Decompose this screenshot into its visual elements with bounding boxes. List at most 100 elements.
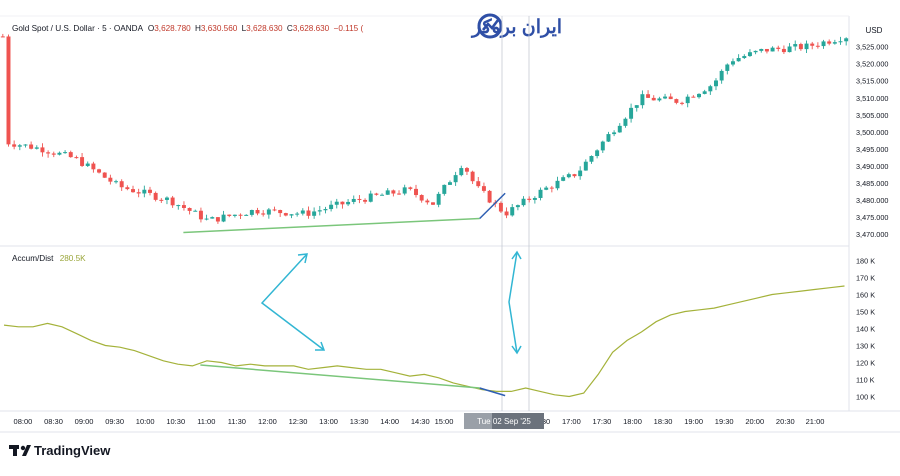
- candle: [527, 196, 532, 203]
- candle: [476, 176, 481, 188]
- candle: [114, 179, 119, 184]
- time-tick-label: 11:00: [197, 417, 215, 426]
- candle: [804, 40, 809, 53]
- candle: [657, 96, 662, 102]
- candle: [747, 49, 752, 57]
- candle: [74, 155, 79, 159]
- price-tick-label: 3,475.000: [856, 213, 888, 222]
- trend-lines[interactable]: [183, 192, 506, 397]
- support-trend-line-indicator[interactable]: [200, 364, 480, 389]
- candle: [266, 207, 271, 219]
- time-tick-label: 19:00: [684, 417, 703, 426]
- symbol-title: Gold Spot / U.S. Dollar · 5 · OANDA: [12, 24, 144, 33]
- indicator-value: 280.5K: [60, 254, 86, 263]
- candle: [368, 190, 373, 203]
- time-tick-label: 14:00: [380, 417, 399, 426]
- price-tick-label: 3,480.000: [856, 196, 888, 205]
- accum-dist-tick-label: 100 K: [856, 393, 875, 402]
- candle: [702, 89, 707, 95]
- candle: [753, 50, 758, 55]
- candle: [391, 189, 396, 197]
- time-tick-label: 12:00: [258, 417, 277, 426]
- candle: [46, 150, 51, 158]
- candle: [431, 202, 435, 206]
- candle: [374, 192, 379, 196]
- candle: [612, 130, 617, 137]
- price-tick-label: 3,490.000: [856, 162, 888, 171]
- candle: [815, 42, 820, 49]
- candle: [589, 155, 594, 164]
- time-tick-label: 09:30: [105, 417, 124, 426]
- candle: [108, 174, 113, 185]
- price-tick-label: 3,500.000: [856, 128, 888, 137]
- accum-dist-axis[interactable]: 180 K 170 K 160 K 150 K 140 K 130 K 120 K 110 K…: [856, 257, 875, 402]
- candle: [453, 171, 458, 186]
- time-tick-label: 10:30: [166, 417, 185, 426]
- accum-dist-series: [3, 285, 845, 398]
- candle: [283, 212, 288, 217]
- candle: [663, 93, 668, 100]
- price-tick-label: 3,505.000: [856, 111, 888, 120]
- time-tick-label: 13:30: [350, 417, 369, 426]
- candle: [725, 63, 730, 75]
- divergence-trend-line-indicator[interactable]: [479, 387, 506, 397]
- tradingview-brand[interactable]: TradingView: [9, 443, 111, 458]
- price-tick-label: 3,520.000: [856, 60, 888, 69]
- candle: [402, 184, 407, 196]
- indicator-legend: Accum/Dist 280.5K: [12, 254, 86, 263]
- candle: [549, 185, 554, 193]
- candle: [244, 214, 249, 216]
- support-trend-line-price[interactable]: [183, 217, 480, 234]
- price-tick-label: 3,485.000: [856, 179, 888, 188]
- candle: [306, 206, 311, 219]
- candle: [719, 69, 724, 84]
- divergence-trend-line-price[interactable]: [479, 192, 506, 220]
- time-tick-label: 09:00: [75, 417, 94, 426]
- currency-label[interactable]: USD: [866, 26, 883, 35]
- candle: [193, 209, 198, 212]
- broker-logo-text: ایران بروکر: [470, 17, 562, 38]
- annotation-arrows[interactable]: [260, 250, 522, 355]
- candle: [674, 98, 679, 105]
- candle: [470, 170, 475, 184]
- candle: [770, 46, 775, 52]
- candle: [651, 95, 656, 101]
- candle: [544, 185, 549, 191]
- candle: [617, 123, 622, 133]
- time-axis[interactable]: 08:00 08:30 09:00 09:30 10:00 10:30 11:00 11:30…: [14, 417, 825, 426]
- candle: [685, 94, 690, 108]
- accum-dist-tick-label: 130 K: [856, 342, 875, 351]
- price-axis[interactable]: 3,525.000 3,520.000 3,515.000 3,510.000 3,50…: [856, 43, 888, 240]
- candle: [340, 201, 345, 209]
- candle: [295, 211, 300, 217]
- time-tick-label: 18:30: [654, 417, 673, 426]
- candle: [447, 180, 452, 186]
- low-value: 3,628.630: [246, 24, 283, 33]
- change-value: −0.115 (: [334, 24, 364, 33]
- candle: [278, 209, 283, 217]
- price-tick-label: 3,495.000: [856, 145, 888, 154]
- candle: [538, 187, 543, 201]
- candle: [238, 213, 243, 219]
- candle: [125, 185, 130, 191]
- accum-dist-tick-label: 170 K: [856, 274, 875, 283]
- price-tick-label: 3,470.000: [856, 230, 888, 239]
- candle: [623, 117, 628, 128]
- price-tick-label: 3,525.000: [856, 43, 888, 52]
- candle: [714, 78, 718, 91]
- candle: [442, 184, 447, 196]
- candle: [798, 42, 803, 51]
- candle: [459, 165, 464, 177]
- candle: [23, 144, 28, 148]
- crosshair: [501, 16, 530, 411]
- candle: [532, 196, 537, 204]
- candle: [634, 105, 639, 112]
- candle: [838, 36, 843, 45]
- high-value: 3,630.560: [201, 24, 238, 33]
- candle: [821, 39, 826, 49]
- candle: [640, 90, 645, 109]
- candle: [414, 184, 418, 198]
- candle: [51, 151, 56, 158]
